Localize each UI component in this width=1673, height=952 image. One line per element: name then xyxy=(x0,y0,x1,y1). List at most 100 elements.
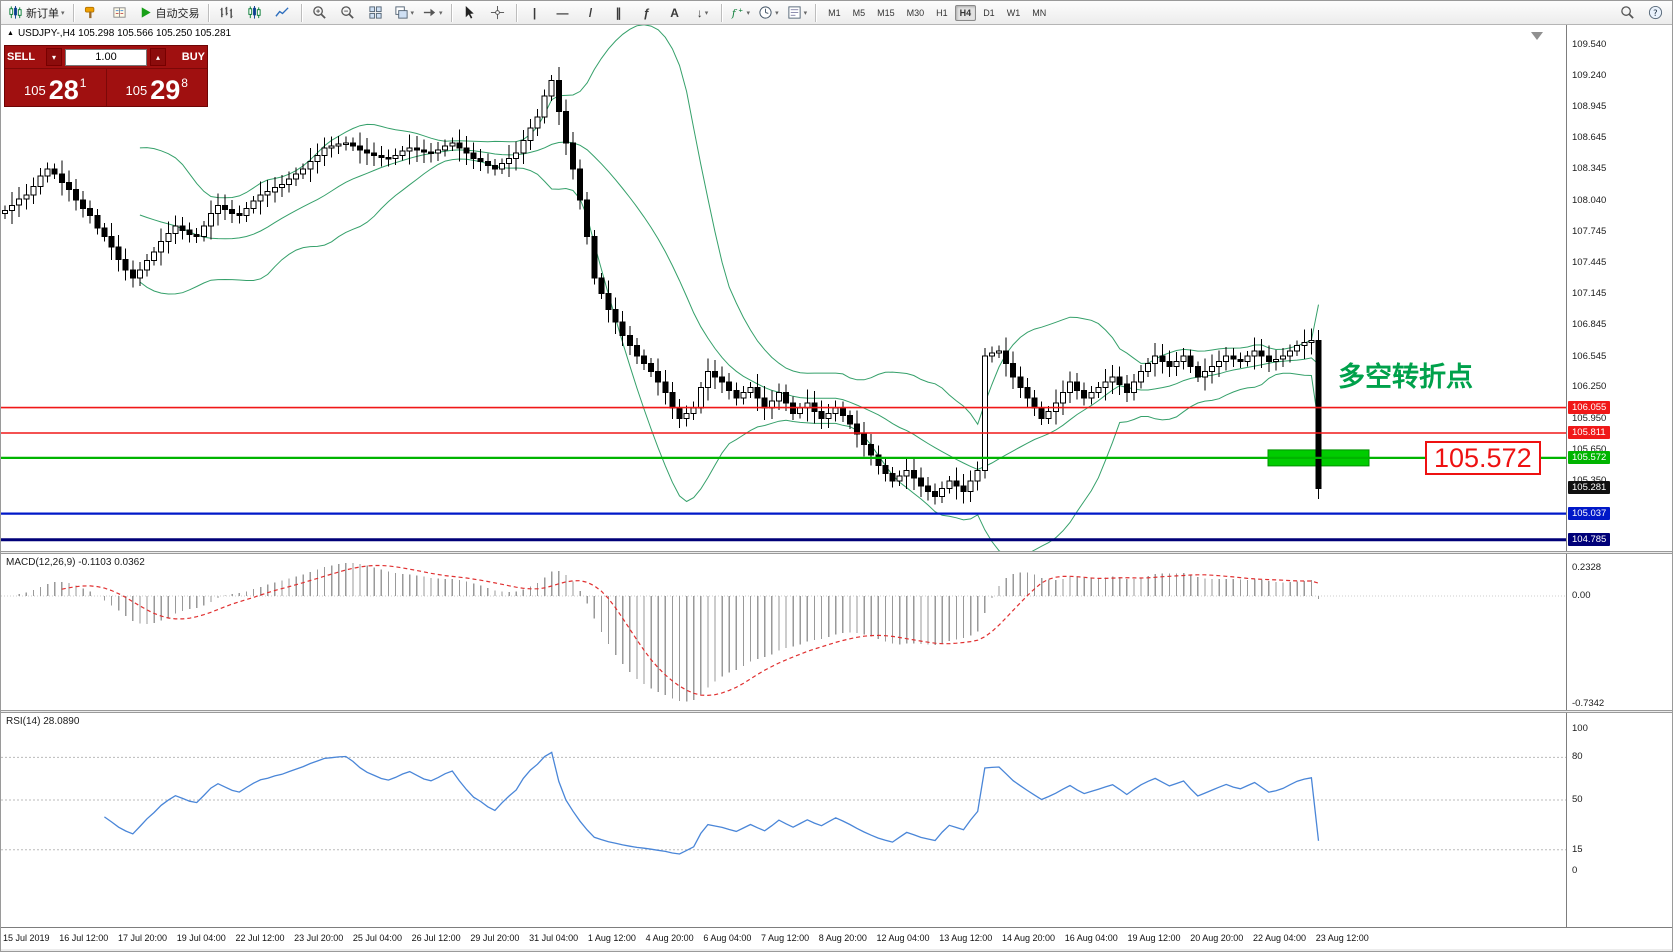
bars-icon xyxy=(219,5,234,20)
line-icon xyxy=(275,5,290,20)
time-axis-label: 16 Jul 12:00 xyxy=(59,933,109,943)
price-axis[interactable]: 109.540 109.240 108.945 108.645 108.345 108.0… xyxy=(1566,25,1672,551)
buy-button[interactable]: 105 29 8 xyxy=(107,69,208,106)
buy-price-pips: 29 xyxy=(150,75,181,106)
price-axis-label: 105.650 xyxy=(1572,444,1607,455)
macd-axis[interactable]: 0.2328 0.00 -0.7342 xyxy=(1566,554,1672,710)
bar-chart-button[interactable] xyxy=(214,2,240,24)
rsi-axis-label: 0 xyxy=(1572,865,1578,876)
tile-windows-button[interactable] xyxy=(363,2,389,24)
crosshair-tool-button[interactable] xyxy=(485,2,511,24)
book-icon xyxy=(112,5,127,20)
fibonacci-tool-button[interactable]: ƒ xyxy=(634,2,660,24)
timeframe-m15-button[interactable]: M15 xyxy=(877,7,895,18)
price-axis-label: 109.240 xyxy=(1572,70,1607,81)
price-axis-label: 106.545 xyxy=(1572,351,1607,362)
price-axis-label: 106.250 xyxy=(1572,381,1607,392)
templates-menu-button[interactable]: ▾ xyxy=(784,2,811,24)
autotrading-button[interactable]: 自动交易 xyxy=(135,2,203,24)
vertical-line-tool-button[interactable]: | xyxy=(522,2,548,24)
zoomin-icon xyxy=(312,5,327,20)
new-order-button[interactable]: 新订单 ▾ xyxy=(5,2,68,24)
search-button[interactable] xyxy=(1614,2,1640,24)
macd-canvas[interactable] xyxy=(1,554,1566,710)
new-order-label: 新订单 xyxy=(26,7,59,20)
price-axis-label: 108.345 xyxy=(1572,163,1607,174)
chart-shift-button[interactable]: ▾ xyxy=(419,2,446,24)
zoom-out-button[interactable] xyxy=(335,2,361,24)
main-chart-canvas[interactable] xyxy=(1,25,1566,551)
price-level-tag: 104.785 xyxy=(1568,533,1611,546)
time-axis-label: 29 Jul 20:00 xyxy=(470,933,520,943)
horizontal-line-tool-button[interactable]: — xyxy=(550,2,576,24)
price-axis-label: 107.745 xyxy=(1572,226,1607,237)
price-level-tag: 106.055 xyxy=(1568,401,1611,414)
toolbar: 新订单 ▾ 自动交易 ▾ ▾ | — / ∥ ƒ A ↓ ▾ f + ▾ ▾ ▾ M1 M5 M15 M30 H1 H4 D1 W… xyxy=(1,1,1672,25)
trendline-tool-icon: / xyxy=(588,5,593,20)
panel-splitter[interactable] xyxy=(1,551,1672,554)
timeframe-m1-button[interactable]: M1 xyxy=(828,7,841,18)
toolbar-separator xyxy=(300,3,302,22)
time-axis[interactable]: 15 Jul 2019 16 Jul 12:00 17 Jul 20:00 19 Ju… xyxy=(1,927,1672,949)
timeframe-h1-button[interactable]: H1 xyxy=(936,7,948,18)
market-watch-button[interactable] xyxy=(107,2,133,24)
indicators-menu-button[interactable]: f + ▾ xyxy=(727,2,754,24)
timeframe-m5-button[interactable]: M5 xyxy=(852,7,866,18)
time-axis-label: 17 Jul 20:00 xyxy=(117,933,168,943)
candlestick-chart-button[interactable] xyxy=(242,2,268,24)
horizontal-line-tool-icon: — xyxy=(556,5,569,20)
price-level-tag: 105.037 xyxy=(1568,507,1611,520)
rsi-canvas[interactable] xyxy=(1,713,1566,927)
volume-input[interactable]: 1.00 xyxy=(65,48,147,66)
timeframe-m30-button[interactable]: M30 xyxy=(906,7,925,18)
volume-increase-button[interactable]: ▴ xyxy=(150,48,166,66)
timeframe-h4-button[interactable]: H4 xyxy=(954,4,977,21)
window-bottom-edge xyxy=(1,949,1672,951)
chart-annotation-text: 多空转折点 xyxy=(1338,362,1473,392)
zoomout-icon xyxy=(340,5,355,20)
toolbar-separator xyxy=(515,3,517,22)
buy-label: BUY xyxy=(181,51,205,63)
periods-menu-button[interactable]: ▾ xyxy=(755,2,782,24)
price-level-tag: 105.572 xyxy=(1568,451,1611,464)
rsi-axis-label: 80 xyxy=(1572,751,1583,762)
macd-axis-label: -0.7342 xyxy=(1572,698,1605,709)
chevron-down-icon: ▾ xyxy=(61,9,65,17)
trendline-tool-button[interactable]: / xyxy=(578,2,604,24)
timeframe-mn-button[interactable]: MN xyxy=(1032,7,1047,18)
timeframe-w1-button[interactable]: W1 xyxy=(1006,7,1021,18)
timeframe-d1-button[interactable]: D1 xyxy=(983,7,995,18)
rsi-axis-label: 50 xyxy=(1572,794,1583,805)
price-axis-label: 107.145 xyxy=(1572,288,1607,299)
time-axis-label: 13 Aug 12:00 xyxy=(939,933,993,943)
text-tool-button[interactable]: A xyxy=(662,2,688,24)
clock-icon xyxy=(758,5,773,20)
price-axis-label: 108.040 xyxy=(1572,195,1607,206)
line-chart-button[interactable] xyxy=(270,2,296,24)
arrow-tool-icon: ↓ xyxy=(696,5,703,20)
chevron-down-icon: ▾ xyxy=(746,9,751,17)
symbol-ohlc-text: USDJPY-,H4 105.298 105.566 105.250 105.2… xyxy=(17,28,232,39)
vertical-line-tool-icon: | xyxy=(532,5,537,20)
toolbar-separator xyxy=(815,3,817,22)
toolbar-separator xyxy=(207,3,209,22)
chevron-down-icon: ▾ xyxy=(704,9,709,17)
panel-splitter[interactable] xyxy=(1,710,1672,713)
rsi-axis[interactable]: 100 80 50 15 0 xyxy=(1566,713,1672,927)
shift-icon xyxy=(422,5,437,20)
zoom-in-button[interactable] xyxy=(307,2,333,24)
time-axis-label: 25 Jul 04:00 xyxy=(352,933,402,943)
arrow-tool-button[interactable]: ↓ ▾ xyxy=(690,2,716,24)
channel-tool-button[interactable]: ∥ xyxy=(606,2,632,24)
cursor-tool-button[interactable] xyxy=(457,2,483,24)
help-button[interactable]: ? xyxy=(1642,2,1668,24)
cascade-icon xyxy=(394,5,409,20)
volume-decrease-button[interactable]: ▾ xyxy=(46,48,62,66)
metaeditor-button[interactable] xyxy=(79,2,105,24)
sell-button[interactable]: 105 28 1 xyxy=(5,69,107,106)
rsi-axis-label: 15 xyxy=(1572,844,1583,855)
cascade-windows-button[interactable]: ▾ xyxy=(391,2,418,24)
price-axis-label: 105.350 xyxy=(1572,475,1606,486)
candles-icon xyxy=(247,5,262,20)
